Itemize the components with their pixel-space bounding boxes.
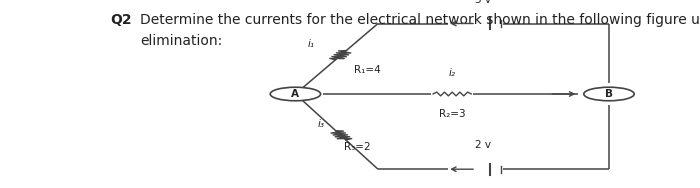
Text: R₁=4: R₁=4 [354,65,381,75]
Text: B: B [605,89,613,99]
Text: Determine the currents for the electrical network shown in the following figure : Determine the currents for the electrica… [140,13,700,48]
Text: Q2: Q2 [111,13,132,27]
Circle shape [270,87,321,101]
Circle shape [584,87,634,101]
Text: A: A [291,89,300,99]
Text: 2 v: 2 v [475,140,491,150]
Text: R₂=3: R₂=3 [439,109,466,119]
Text: R₃=2: R₃=2 [344,143,371,152]
Text: i₁: i₁ [307,39,314,49]
Text: i₃: i₃ [317,119,324,129]
Text: 3 v: 3 v [475,0,491,5]
Text: i₂: i₂ [449,68,456,78]
